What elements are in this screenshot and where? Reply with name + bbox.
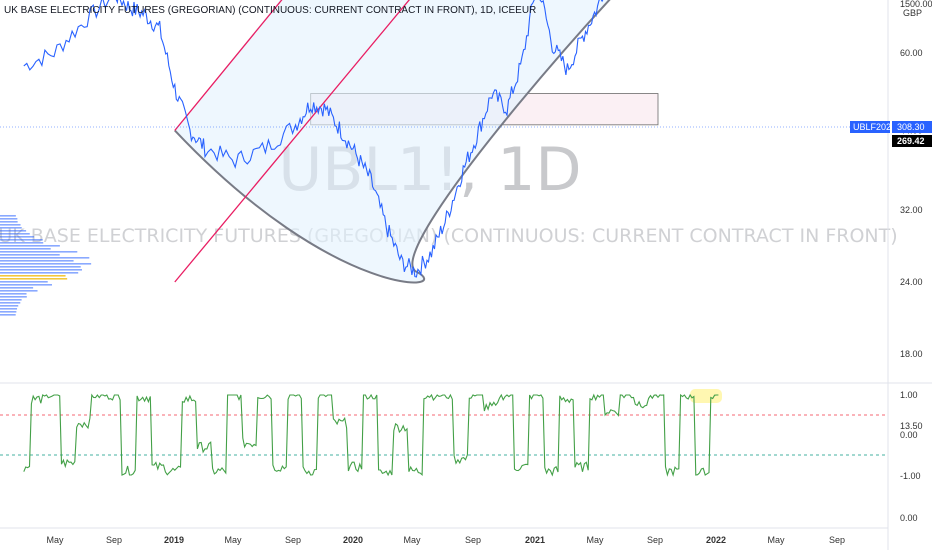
symbol-tag-value: 308.30 [897,122,925,132]
symbol-price-tag: UBLF2022 308.30 [850,121,932,133]
price-series [23,0,604,278]
volume-profile-bar [0,314,16,316]
time-tick-label: May [224,535,242,545]
level-price-tag: 269.42 [892,135,932,147]
cup-fill [174,0,610,283]
volume-profile-bar [0,215,16,217]
volume-profile-bar [0,254,60,256]
time-tick-label: Sep [647,535,663,545]
time-tick-label: 2022 [706,535,726,545]
cup-pattern [174,0,611,284]
indicator-tick-label: 0.00 [900,513,918,523]
volume-profile-bar [0,296,27,298]
volume-profile-bar [0,221,18,223]
price-tick-label: 13.50 [900,421,923,431]
volume-profile-bar [0,236,35,238]
indicator-tick-label: -1.00 [900,471,921,481]
volume-profile-bar [0,293,27,295]
indicator-pane[interactable] [0,389,888,477]
level-tag-value: 269.42 [897,136,925,146]
volume-profile-bar [0,299,22,301]
volume-profile-bar [0,305,19,307]
price-line [23,0,604,278]
volume-profile-bar [0,281,48,283]
volume-profile-bar [0,275,66,277]
volume-profile-bar [0,233,30,235]
volume-profile-bar [0,248,51,250]
volume-profile-bar [0,218,18,220]
volume-profile-bar [0,272,79,274]
indicator-highlight [690,389,722,403]
price-tick-label: 24.00 [900,277,923,287]
time-tick-label: May [46,535,64,545]
volume-profile-bar [0,260,74,262]
time-tick-label: 2020 [343,535,363,545]
price-scale-top-label: 1500.00 [900,0,932,9]
channel-upper-line [174,0,283,131]
time-tick-label: 2021 [525,535,545,545]
volume-profile-bar [0,227,22,229]
volume-profile-bar [0,302,21,304]
volume-profile-bar [0,269,82,271]
volume-profile-bar [0,242,44,244]
time-tick-label: Sep [465,535,481,545]
price-tick-label: 18.00 [900,349,923,359]
price-tick-label: 32.00 [900,205,923,215]
indicator-tick-label: 1.00 [900,390,918,400]
volume-profile-bar [0,263,92,265]
currency-label: GBP [903,8,922,18]
volume-profile-bar [0,230,27,232]
channel-lower-line [174,0,410,283]
chart-title: UK BASE ELECTRICITY FUTURES (GREGORIAN) … [4,5,536,16]
volume-profile-bar [0,311,17,313]
volume-profile-bar [0,224,21,226]
watermark-description: UK BASE ELECTRICITY FUTURES (GREGORIAN) … [0,225,898,247]
trend-channel [174,0,410,283]
volume-profile-bar [0,278,68,280]
time-tick-label: Sep [285,535,301,545]
cup-arc [174,0,611,284]
volume-profile-bar [0,308,18,310]
volume-profile-bar [0,284,52,286]
time-tick-label: Sep [829,535,845,545]
price-tick-label: 60.00 [900,48,923,58]
volume-profile-bar [0,251,78,253]
indicator-tick-label: 0.00 [900,430,918,440]
volume-profile-bar [0,245,60,247]
indicator-line [23,393,719,477]
volume-profile-bar [0,257,90,259]
volume-profile-bar [0,239,43,241]
time-tick-label: Sep [106,535,122,545]
time-axis[interactable]: May Sep 2019 May Sep 2020 May Sep 2021 May Sep 2022… [46,535,845,545]
volume-profile-bar [0,266,81,268]
time-tick-label: May [586,535,604,545]
symbol-tag-label: UBLF2022 [853,122,896,132]
volume-profile-bar [0,290,38,292]
volume-profile-bar [0,287,34,289]
volume-profile [0,215,92,316]
time-tick-label: May [767,535,785,545]
time-tick-label: May [403,535,421,545]
time-tick-label: 2019 [164,535,184,545]
